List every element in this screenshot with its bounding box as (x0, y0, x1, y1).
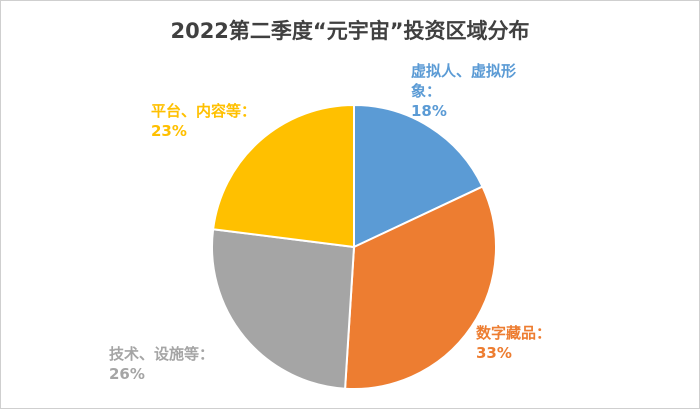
slice-virtual-human (353, 103, 484, 249)
slice-percent: 18% (411, 102, 447, 120)
slice-label-digital-collectibles: 数字藏品： 33% (476, 323, 551, 363)
slice-percent: 26% (109, 365, 145, 383)
chart-title: 2022第二季度“元宇宙”投资区域分布 (170, 19, 530, 43)
slice-percent: 23% (151, 122, 187, 140)
slice-name: 平台、内容等： (151, 102, 257, 120)
slice-name: 技术、设施等： (109, 345, 215, 363)
slice-digital-collectibles (344, 185, 497, 390)
slice-label-virtual-human: 虚拟人、虚拟形象： 18% (411, 61, 541, 121)
slice-name: 虚拟人、虚拟形象： (411, 62, 517, 100)
slice-label-technology-facilities: 技术、设施等： 26% (109, 344, 214, 384)
slice-label-platform-content: 平台、内容等： 23% (151, 101, 256, 141)
slice-name: 数字藏品： (476, 324, 552, 342)
slice-technology-facilities (211, 228, 356, 390)
slice-platform-content (212, 103, 355, 249)
slice-percent: 33% (476, 344, 512, 362)
